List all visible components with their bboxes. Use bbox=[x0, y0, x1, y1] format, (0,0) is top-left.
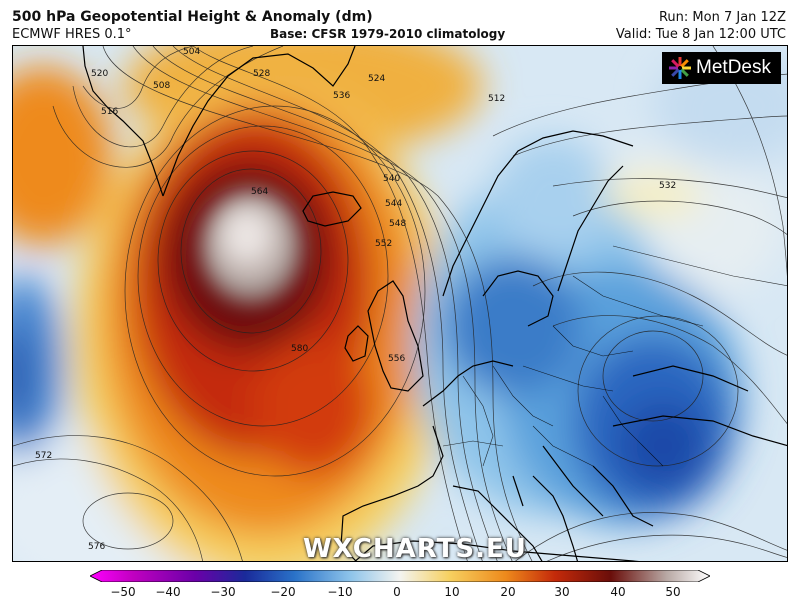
colorbar-tick: −50 bbox=[110, 585, 136, 599]
colorbar-tick: 30 bbox=[554, 585, 570, 599]
colorbar-tick: 10 bbox=[444, 585, 460, 599]
contour-label: 524 bbox=[368, 74, 385, 84]
climatology-base-label: Base: CFSR 1979-2010 climatology bbox=[270, 27, 506, 41]
model-label: ECMWF HRES 0.1° bbox=[12, 27, 132, 42]
contour-label: 576 bbox=[88, 542, 105, 552]
contour-label: 516 bbox=[101, 107, 118, 117]
contour-label: 532 bbox=[659, 181, 676, 191]
anomaly-map[interactable]: 504 508 512 516 520 524 528 532 536 540 … bbox=[12, 45, 788, 562]
contour-label: 508 bbox=[153, 81, 170, 91]
contour-label: 512 bbox=[488, 94, 505, 104]
contour-label: 548 bbox=[389, 219, 406, 229]
anomaly-colorbar bbox=[90, 570, 710, 582]
valid-time-label: Valid: Tue 8 Jan 12:00 UTC bbox=[615, 27, 786, 42]
contour-label: 580 bbox=[291, 344, 308, 354]
map-canvas: 504 508 512 516 520 524 528 532 536 540 … bbox=[13, 46, 787, 561]
metdesk-star-icon bbox=[669, 57, 692, 79]
colorbar-tick: −10 bbox=[327, 585, 353, 599]
contour-label: 504 bbox=[183, 47, 200, 57]
contour-label: 572 bbox=[35, 451, 52, 461]
colorbar-tick: 50 bbox=[665, 585, 681, 599]
contour-label: 528 bbox=[253, 69, 270, 79]
contour-label: 520 bbox=[91, 69, 108, 79]
metdesk-logo: MetDesk bbox=[662, 52, 781, 84]
anomaly-field bbox=[13, 46, 787, 561]
contour-label-group: 504 508 512 516 520 524 528 532 536 540 … bbox=[35, 47, 676, 552]
coastlines bbox=[82, 46, 787, 561]
contour-label: 564 bbox=[251, 187, 268, 197]
contour-label: 544 bbox=[385, 199, 402, 209]
logo-text: MetDesk bbox=[696, 57, 771, 78]
colorbar-tick: 0 bbox=[393, 585, 401, 599]
colorbar-tick: −20 bbox=[270, 585, 296, 599]
run-time-label: Run: Mon 7 Jan 12Z bbox=[658, 10, 786, 25]
colorbar-tick: 40 bbox=[610, 585, 626, 599]
contour-label: 536 bbox=[333, 91, 350, 101]
contour-label: 552 bbox=[375, 239, 392, 249]
colorbar-tick: −30 bbox=[210, 585, 236, 599]
wxcharts-watermark: WXCHARTS.EU bbox=[303, 534, 527, 562]
colorbar-tick: −40 bbox=[155, 585, 181, 599]
country-borders bbox=[442, 245, 787, 467]
contour-label: 540 bbox=[383, 174, 400, 184]
chart-title: 500 hPa Geopotential Height & Anomaly (d… bbox=[12, 9, 373, 25]
colorbar-tick: 20 bbox=[500, 585, 516, 599]
contour-label: 556 bbox=[388, 354, 405, 364]
